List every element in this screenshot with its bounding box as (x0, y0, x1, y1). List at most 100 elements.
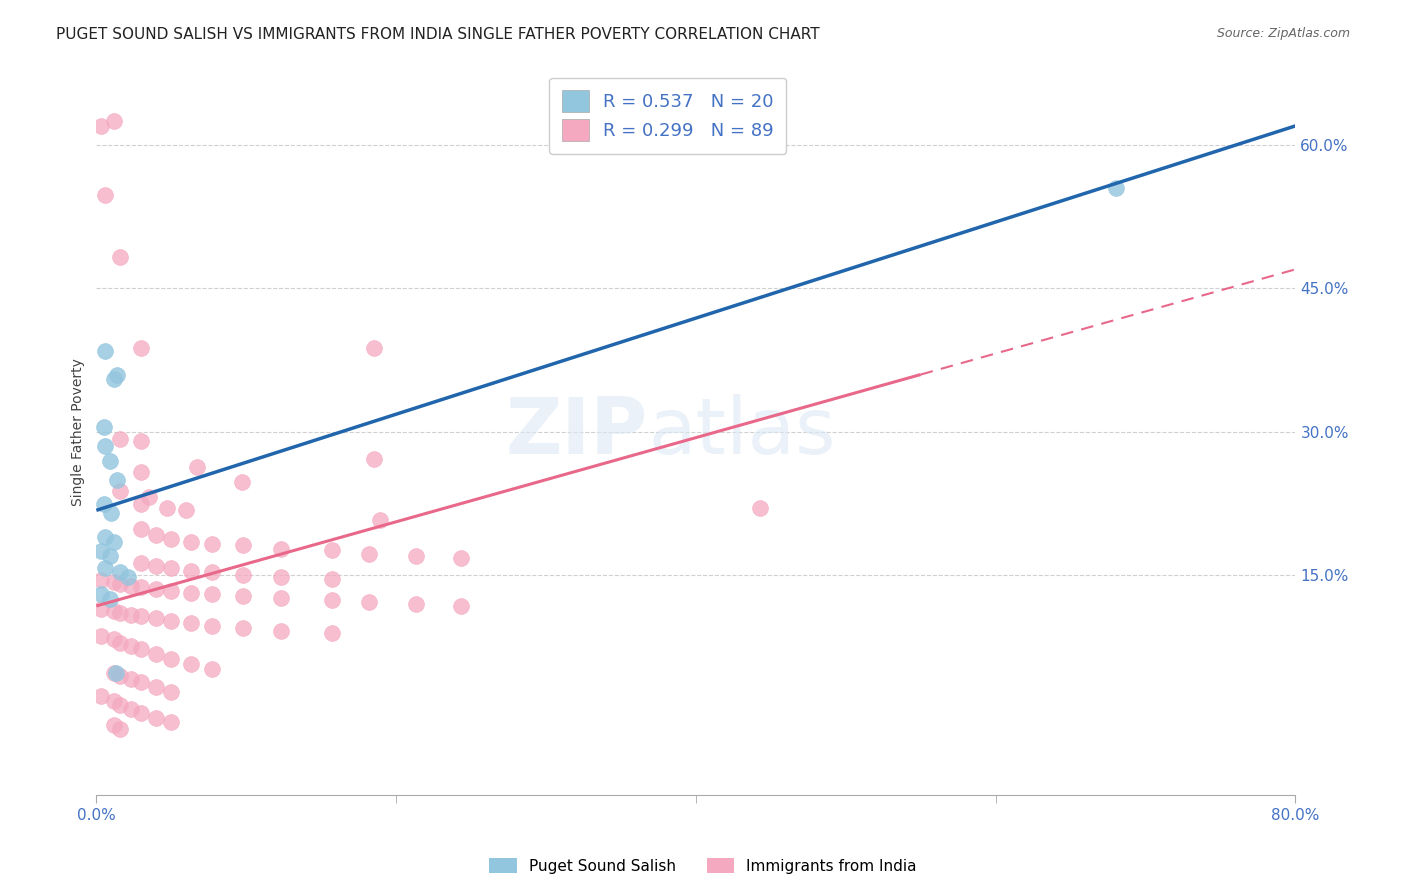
Point (90, 573, 112, 587)
Point (90, 587, 112, 601)
Point (131, 341, 153, 355)
Point (201, 587, 224, 601)
Point (120, 672, 142, 686)
Point (105, 473, 128, 487)
Point (359, 547, 381, 561)
Point (131, 608, 153, 623)
Text: Source: ZipAtlas.com: Source: ZipAtlas.com (1216, 27, 1350, 40)
Point (160, 714, 183, 729)
Legend: R = 0.537   N = 20, R = 0.299   N = 89: R = 0.537 N = 20, R = 0.299 N = 89 (550, 78, 786, 154)
Point (90, 544, 112, 558)
Point (160, 651, 183, 665)
Point (103, 604, 125, 618)
Point (363, 451, 385, 466)
Point (103, 693, 125, 707)
Text: PUGET SOUND SALISH VS IMMIGRANTS FROM INDIA SINGLE FATHER POVERTY CORRELATION CH: PUGET SOUND SALISH VS IMMIGRANTS FROM IN… (56, 27, 820, 42)
Point (110, 723, 132, 737)
Point (131, 706, 153, 720)
Point (201, 537, 224, 551)
Point (186, 460, 208, 475)
Y-axis label: Single Father Poverty: Single Father Poverty (72, 358, 86, 506)
Point (156, 501, 179, 516)
Point (180, 585, 202, 599)
Point (110, 432, 132, 446)
Point (103, 632, 125, 647)
Point (321, 593, 343, 607)
Point (270, 570, 292, 584)
Point (232, 568, 254, 582)
Point (131, 580, 153, 594)
Point (201, 566, 224, 580)
Point (110, 566, 132, 580)
Point (131, 556, 153, 570)
Text: atlas: atlas (648, 394, 835, 470)
Point (110, 636, 132, 650)
Point (103, 114, 125, 128)
Point (359, 595, 381, 609)
Point (120, 639, 142, 653)
Point (160, 685, 183, 699)
Point (94, 187, 117, 202)
Point (94, 343, 117, 358)
Point (104, 665, 127, 680)
Point (103, 372, 125, 386)
Point (103, 575, 125, 590)
Point (90, 689, 112, 703)
Point (174, 503, 197, 517)
Point (110, 606, 132, 620)
Point (405, 597, 427, 611)
Point (368, 513, 391, 527)
Point (103, 718, 125, 732)
Point (145, 680, 167, 694)
Point (405, 549, 427, 564)
Point (160, 532, 183, 546)
Point (450, 599, 472, 613)
Point (117, 570, 139, 584)
Point (93, 497, 115, 511)
Point (749, 501, 772, 516)
Point (100, 506, 122, 520)
Point (120, 579, 142, 593)
Point (160, 560, 183, 574)
Point (98, 453, 121, 467)
Point (93, 420, 115, 434)
Point (321, 572, 343, 586)
Point (98, 592, 121, 607)
Point (270, 541, 292, 556)
Point (90, 119, 112, 133)
Point (232, 538, 254, 552)
Point (131, 523, 153, 537)
Point (180, 657, 202, 672)
Point (270, 591, 292, 606)
Point (138, 490, 160, 504)
Point (105, 368, 128, 382)
Point (131, 642, 153, 657)
Point (110, 698, 132, 713)
Text: ZIP: ZIP (506, 394, 648, 470)
Point (450, 551, 472, 566)
Point (145, 558, 167, 573)
Point (180, 534, 202, 549)
Point (232, 590, 254, 604)
Point (110, 669, 132, 683)
Point (145, 711, 167, 725)
Point (201, 662, 224, 676)
Point (145, 528, 167, 542)
Point (270, 624, 292, 638)
Point (321, 542, 343, 557)
Point (363, 341, 385, 355)
Point (145, 611, 167, 625)
Point (94, 560, 117, 574)
Point (120, 607, 142, 622)
Point (180, 564, 202, 578)
Point (90, 629, 112, 643)
Point (98, 549, 121, 564)
Point (110, 577, 132, 591)
Point (1104, 181, 1126, 195)
Point (160, 583, 183, 598)
Point (94, 530, 117, 544)
Point (321, 625, 343, 640)
Point (232, 621, 254, 635)
Point (145, 582, 167, 596)
Point (145, 647, 167, 661)
